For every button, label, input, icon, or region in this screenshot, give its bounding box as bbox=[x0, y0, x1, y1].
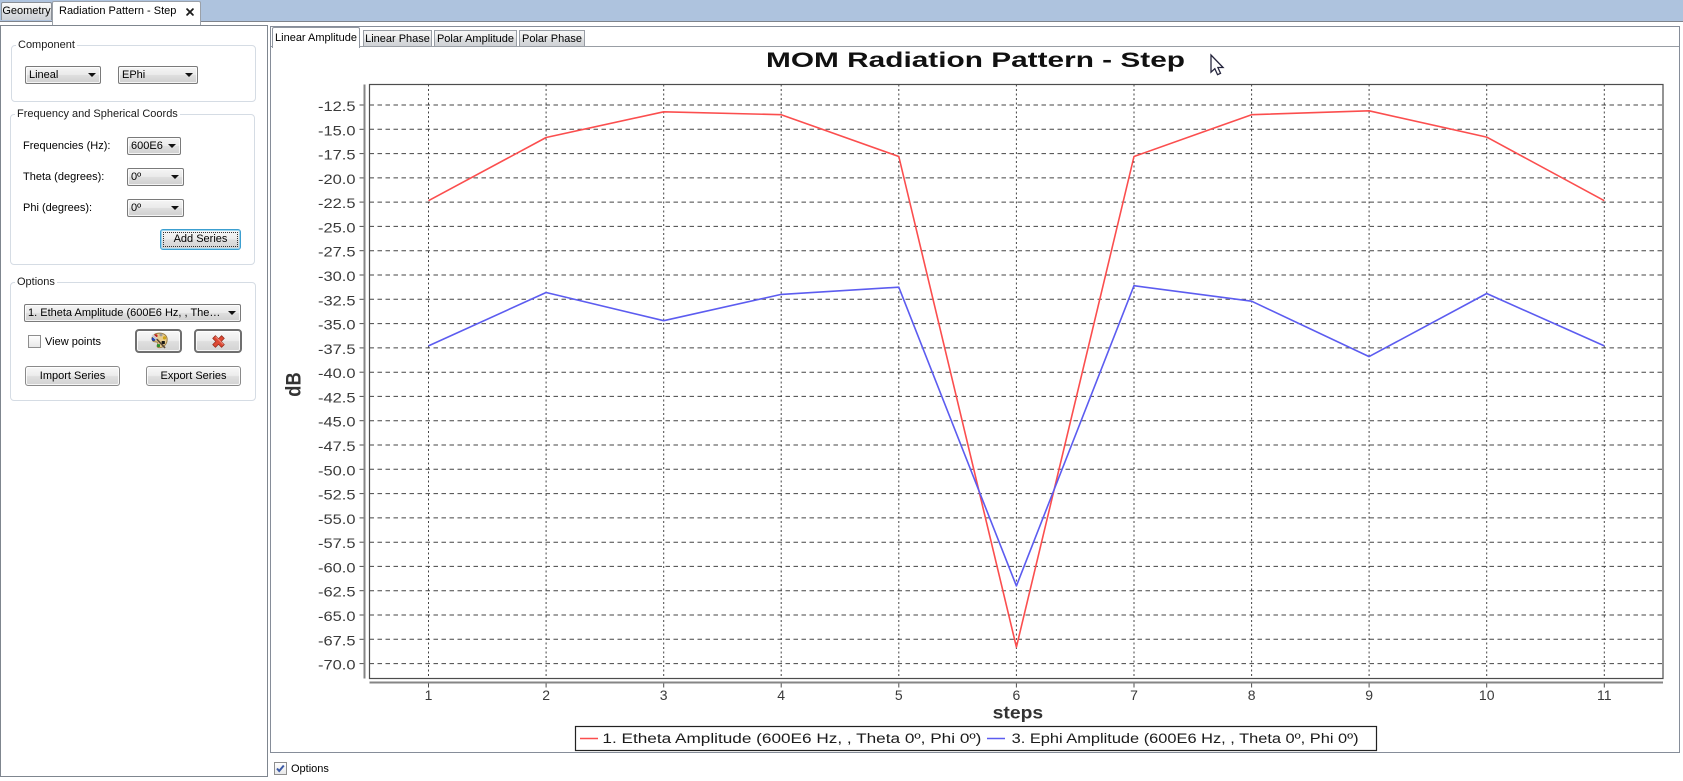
svg-text:-37.5: -37.5 bbox=[318, 341, 356, 357]
svg-text:-67.5: -67.5 bbox=[318, 632, 356, 648]
svg-text:3. Ephi Amplitude (600E6 Hz, ,: 3. Ephi Amplitude (600E6 Hz, , Theta 0º,… bbox=[1012, 731, 1359, 746]
svg-text:MOM Radiation Pattern - Step: MOM Radiation Pattern - Step bbox=[766, 49, 1185, 72]
svg-text:6: 6 bbox=[1013, 687, 1021, 703]
svg-text:-12.5: -12.5 bbox=[318, 98, 356, 114]
svg-text:-52.5: -52.5 bbox=[318, 487, 356, 503]
svg-text:-25.0: -25.0 bbox=[318, 219, 356, 235]
svg-text:-30.0: -30.0 bbox=[318, 268, 356, 284]
svg-text:-57.5: -57.5 bbox=[318, 535, 356, 551]
svg-text:9: 9 bbox=[1365, 687, 1373, 703]
svg-text:1: 1 bbox=[425, 687, 433, 703]
svg-text:-70.0: -70.0 bbox=[318, 657, 356, 673]
svg-text:-15.0: -15.0 bbox=[318, 122, 356, 138]
svg-text:3: 3 bbox=[660, 687, 668, 703]
svg-text:2: 2 bbox=[542, 687, 550, 703]
svg-text:-20.0: -20.0 bbox=[318, 171, 356, 187]
svg-text:-42.5: -42.5 bbox=[318, 389, 356, 405]
svg-text:-22.5: -22.5 bbox=[318, 195, 356, 211]
svg-text:-35.0: -35.0 bbox=[318, 317, 356, 333]
svg-text:-32.5: -32.5 bbox=[318, 292, 356, 308]
svg-text:dB: dB bbox=[282, 372, 305, 396]
svg-text:-47.5: -47.5 bbox=[318, 438, 356, 454]
svg-text:4: 4 bbox=[777, 687, 785, 703]
svg-text:-50.0: -50.0 bbox=[318, 462, 356, 478]
svg-text:7: 7 bbox=[1130, 687, 1138, 703]
svg-text:-60.0: -60.0 bbox=[318, 559, 356, 575]
svg-text:-40.0: -40.0 bbox=[318, 365, 356, 381]
svg-text:steps: steps bbox=[993, 703, 1044, 723]
svg-text:-45.0: -45.0 bbox=[318, 414, 356, 430]
svg-text:-27.5: -27.5 bbox=[318, 244, 356, 260]
svg-text:-55.0: -55.0 bbox=[318, 511, 356, 527]
svg-text:10: 10 bbox=[1479, 687, 1495, 703]
svg-text:-65.0: -65.0 bbox=[318, 608, 356, 624]
svg-text:5: 5 bbox=[895, 687, 903, 703]
svg-text:-62.5: -62.5 bbox=[318, 584, 356, 600]
svg-text:11: 11 bbox=[1597, 687, 1612, 703]
svg-text:1. Etheta Amplitude (600E6 Hz,: 1. Etheta Amplitude (600E6 Hz, , Theta 0… bbox=[602, 731, 981, 746]
svg-text:8: 8 bbox=[1248, 687, 1256, 703]
svg-text:-17.5: -17.5 bbox=[318, 147, 356, 163]
